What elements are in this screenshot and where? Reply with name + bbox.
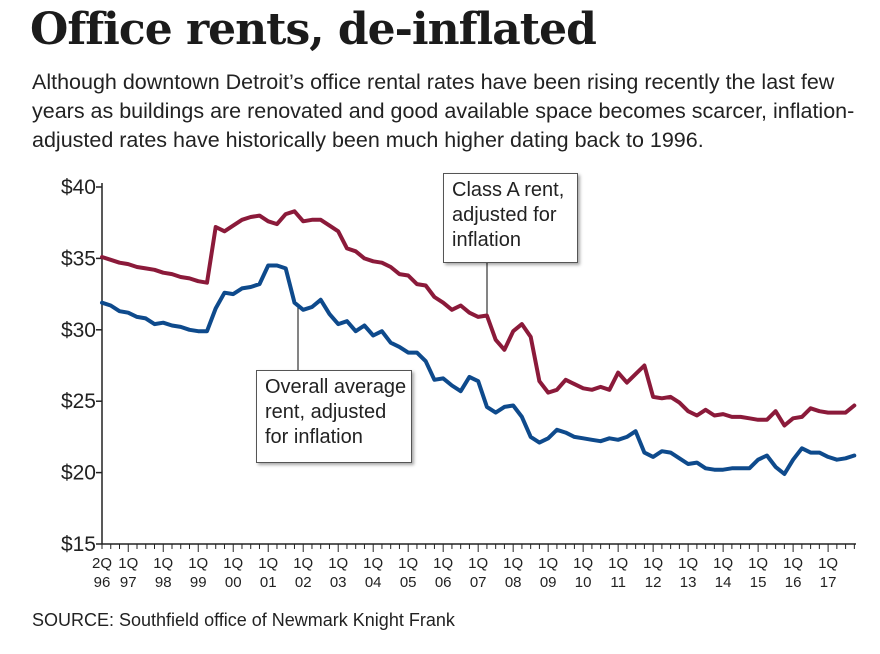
x-tick-label-bottom: 98 [155,574,172,591]
x-tick-label-top: 1Q [118,555,138,572]
x-tick-label-top: 1Q [538,555,558,572]
y-tick-label: $40 [61,176,96,199]
x-tick-label-top: 1Q [433,555,453,572]
callout-overall-line-1: Overall average [265,375,403,400]
x-tick-label-bottom: 07 [470,574,487,591]
x-tick-label-top: 1Q [398,555,418,572]
x-tick-label-bottom: 02 [295,574,312,591]
x-tick-label-top: 1Q [503,555,523,572]
callout-overall-line-3: for inflation [265,425,403,450]
callout-class-a-line-2: adjusted for [452,203,569,228]
y-tick-label: $25 [61,390,96,413]
x-tick-label-top: 1Q [643,555,663,572]
x-tick-label-top: 1Q [608,555,628,572]
x-tick-label-bottom: 06 [435,574,452,591]
x-tick-label-bottom: 99 [190,574,207,591]
x-tick-label-top: 2Q [92,555,112,572]
y-tick-label: $30 [61,319,96,342]
x-tick-label-bottom: 12 [645,574,662,591]
x-tick-label-bottom: 16 [785,574,802,591]
x-tick-label-top: 1Q [783,555,803,572]
x-tick-label-top: 1Q [363,555,383,572]
x-tick-label-top: 1Q [573,555,593,572]
x-tick-label-top: 1Q [818,555,838,572]
x-tick-label-top: 1Q [223,555,243,572]
x-tick-label-top: 1Q [468,555,488,572]
callout-leaders [298,263,487,370]
x-tick-label-top: 1Q [713,555,733,572]
x-tick-label-bottom: 05 [400,574,417,591]
source-note: SOURCE: Southfield office of Newmark Kni… [32,610,455,631]
x-tick-label-bottom: 14 [715,574,732,591]
x-tick-label-bottom: 96 [94,574,111,591]
x-tick-label-bottom: 00 [225,574,242,591]
y-tick-label: $35 [61,247,96,270]
x-tick-label-bottom: 04 [365,574,382,591]
line-chart: $15 $20 $25 $30 $35 $40 2Q 96 1Q 97 1Q 98 1Q 99 1Q 00 1Q… [0,0,880,654]
callout-overall: Overall average rent, adjusted for infla… [256,370,412,463]
x-tick-label-bottom: 17 [820,574,837,591]
x-tick-label-bottom: 97 [120,574,137,591]
x-tick-label-bottom: 01 [260,574,277,591]
y-tick-label: $15 [61,533,96,556]
callout-class-a: Class A rent, adjusted for inflation [443,173,578,263]
x-tick-label-bottom: 13 [680,574,697,591]
x-tick-label-bottom: 10 [575,574,592,591]
x-tick-label-top: 1Q [258,555,278,572]
x-tick-label-bottom: 03 [330,574,347,591]
x-tick-label-bottom: 11 [610,574,626,591]
callout-overall-line-2: rent, adjusted [265,400,403,425]
x-tick-label-top: 1Q [188,555,208,572]
callout-class-a-line-3: inflation [452,228,569,253]
x-tick-label-bottom: 09 [540,574,557,591]
series-line-overall [102,266,854,475]
callout-class-a-line-1: Class A rent, [452,178,569,203]
x-tick-label-top: 1Q [153,555,173,572]
y-tick-label: $20 [61,462,96,485]
x-tick-label-top: 1Q [328,555,348,572]
x-tick-label-top: 1Q [293,555,313,572]
x-tick-label-bottom: 15 [750,574,767,591]
x-tick-label-top: 1Q [748,555,768,572]
x-tick-label-bottom: 08 [505,574,522,591]
x-tick-label-top: 1Q [678,555,698,572]
